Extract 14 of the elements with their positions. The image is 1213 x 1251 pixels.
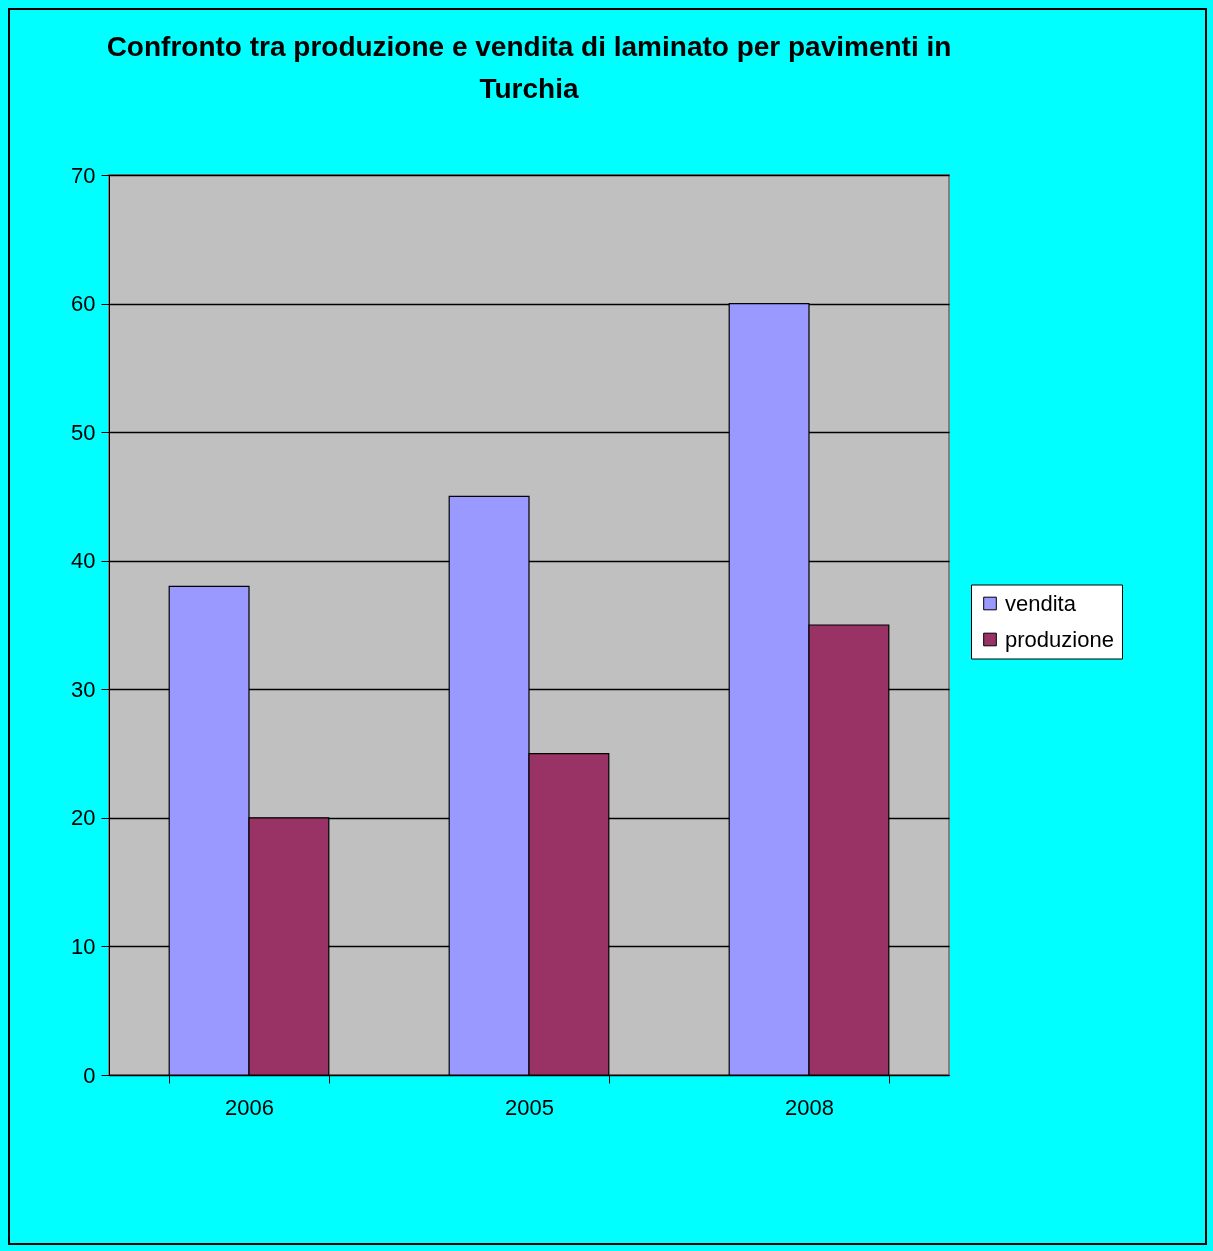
y-tick-label: 70 [71,162,96,188]
x-tick-label: 2008 [785,1094,834,1120]
y-tick-label: 30 [71,676,96,702]
y-tick-label: 50 [71,419,96,445]
x-tick-label: 2005 [505,1094,554,1120]
y-tick-label: 0 [83,1062,96,1088]
legend-label: produzione [1005,626,1114,652]
y-tick-label: 20 [71,805,96,831]
x-tick-label: 2006 [225,1094,274,1120]
y-tick-label: 10 [71,933,96,959]
legend-label: vendita [1005,590,1077,616]
y-tick-label: 60 [71,291,96,317]
y-tick-label: 40 [71,548,96,574]
chart-title: Confronto tra produzione e vendita di laminato per pavimenti in Turchia [106,31,952,104]
